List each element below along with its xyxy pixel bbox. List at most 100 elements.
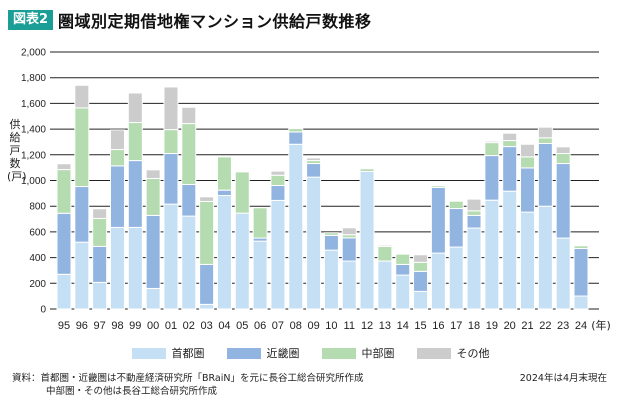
bar-segment-chubu [395, 253, 411, 265]
x-tick-label: 08 [290, 320, 302, 332]
legend-swatch [321, 347, 356, 359]
bar-segment-kinki [466, 214, 482, 229]
bar-segment-shuto [413, 290, 429, 310]
bar-segment-other [466, 198, 482, 212]
y-tick-label: 2,000 [21, 48, 46, 59]
bar-segment-chubu [127, 122, 143, 162]
bar-segment-other [270, 170, 286, 176]
bar-segment-chubu [573, 245, 589, 249]
bar-segment-shuto [109, 226, 125, 310]
x-tick-label: 02 [183, 320, 195, 332]
bar-segment-kinki [555, 163, 571, 239]
bar-segment-chubu [109, 149, 125, 167]
bar-segment-chubu [359, 168, 375, 173]
bar-segment-kinki [74, 186, 90, 243]
bar-segment-chubu [145, 177, 161, 216]
x-tick-label: 12 [361, 320, 373, 332]
y-tick-label: 200 [29, 279, 46, 290]
bar-segment-shuto [74, 241, 90, 310]
x-tick-label: 20 [504, 320, 516, 332]
bar-segment-kinki [199, 263, 215, 305]
bar-segment-chubu [74, 107, 90, 188]
bar-segment-other [306, 157, 322, 162]
x-tick-label: 95 [58, 320, 70, 332]
x-tick-label: 16 [432, 320, 444, 332]
bar-segment-shuto [555, 237, 571, 310]
x-tick-label: 07 [272, 320, 284, 332]
legend-item-kinki: 近畿圏 [226, 345, 300, 361]
bar-segment-other [181, 106, 197, 125]
y-tick-label: 1,400 [21, 125, 46, 136]
bar-segment-shuto [252, 240, 268, 310]
bar-segment-chubu [92, 217, 108, 247]
bar-segment-chubu [555, 153, 571, 165]
bar-segment-chubu [199, 200, 215, 265]
bar-segment-chubu [430, 185, 446, 188]
bar-segment-kinki [341, 237, 357, 262]
legend-item-chubu: 中部圏 [321, 345, 395, 361]
x-tick-label: 98 [111, 320, 123, 332]
bar-segment-shuto [288, 143, 304, 310]
bar-segment-kinki [323, 234, 339, 251]
legend-item-other: その他 [416, 345, 490, 361]
bar-segment-kinki [430, 186, 446, 254]
x-tick-label: 01 [165, 320, 177, 332]
bar-segment-other [502, 132, 518, 142]
bar-segment-shuto [484, 199, 500, 310]
legend-label: その他 [456, 347, 490, 360]
bar-segment-other [537, 126, 553, 139]
bar-segment-kinki [448, 208, 464, 248]
legend-swatch [226, 347, 261, 359]
bar-segment-other [484, 140, 500, 144]
bar-segment-other [56, 163, 72, 171]
x-tick-label: 11 [344, 320, 355, 332]
bar-segment-kinki [502, 146, 518, 192]
bar-segment-chubu [502, 140, 518, 148]
bar-segment-shuto [359, 171, 375, 310]
bar-segment-other [109, 129, 125, 151]
x-tick-label: 22 [539, 320, 551, 332]
bar-segment-chubu [484, 142, 500, 157]
x-tick-label: 21 [521, 320, 533, 332]
bar-segment-shuto [430, 252, 446, 310]
y-tick-label: 400 [29, 253, 46, 264]
bar-segment-kinki [127, 160, 143, 228]
x-tick-label: 97 [94, 320, 106, 332]
bar-segment-shuto [573, 295, 589, 310]
bar-segment-chubu [537, 137, 553, 144]
bar-segment-chubu [448, 200, 464, 210]
x-tick-label: 19 [486, 320, 498, 332]
legend-label: 中部圏 [361, 347, 395, 360]
x-tick-label: 15 [414, 320, 426, 332]
x-tick-label: 24 [575, 320, 587, 332]
x-tick-label: 99 [129, 320, 141, 332]
bar-segment-shuto [181, 215, 197, 310]
x-axis-unit: (年) [591, 318, 611, 332]
chart-title: 圏域別定期借地権マンション供給戸数推移 [58, 12, 372, 31]
legend: 首都圏 近畿圏 中部圏 その他 [0, 345, 621, 361]
bar-segment-kinki [288, 131, 304, 145]
legend-swatch [416, 347, 451, 359]
legend-label: 首都圏 [171, 347, 205, 360]
source-line-1: 資料：首都圏・近畿圏は不動産経済研究所「BRaiN」を元に長谷工総合研究所作成 [12, 373, 364, 384]
source-line-2: 中部圏・その他は長谷工総合研究所作成 [46, 386, 218, 397]
stacked-bar-chart: 02004006008001,0001,2001,4001,6001,8002,… [21, 48, 611, 333]
bar-segment-kinki [520, 167, 536, 213]
y-tick-label: 1,600 [21, 99, 46, 110]
bar-segment-other [199, 196, 215, 202]
x-tick-label: 17 [450, 320, 462, 332]
bar-segment-shuto [163, 203, 179, 310]
bar-segment-shuto [520, 211, 536, 310]
bar-segment-chubu [216, 156, 232, 191]
bar-segment-chubu [270, 174, 286, 187]
x-tick-label: 13 [379, 320, 391, 332]
bar-segment-other [555, 146, 571, 155]
bar-segment-shuto [216, 195, 232, 310]
bar-segment-kinki [270, 185, 286, 201]
y-axis-label: 供給戸数(戸) [7, 118, 27, 183]
y-tick-label: 600 [29, 227, 46, 238]
bar-segment-kinki [56, 212, 72, 275]
bar-segment-kinki [163, 153, 179, 205]
bar-segment-shuto [395, 274, 411, 310]
bar-segment-kinki [181, 183, 197, 217]
